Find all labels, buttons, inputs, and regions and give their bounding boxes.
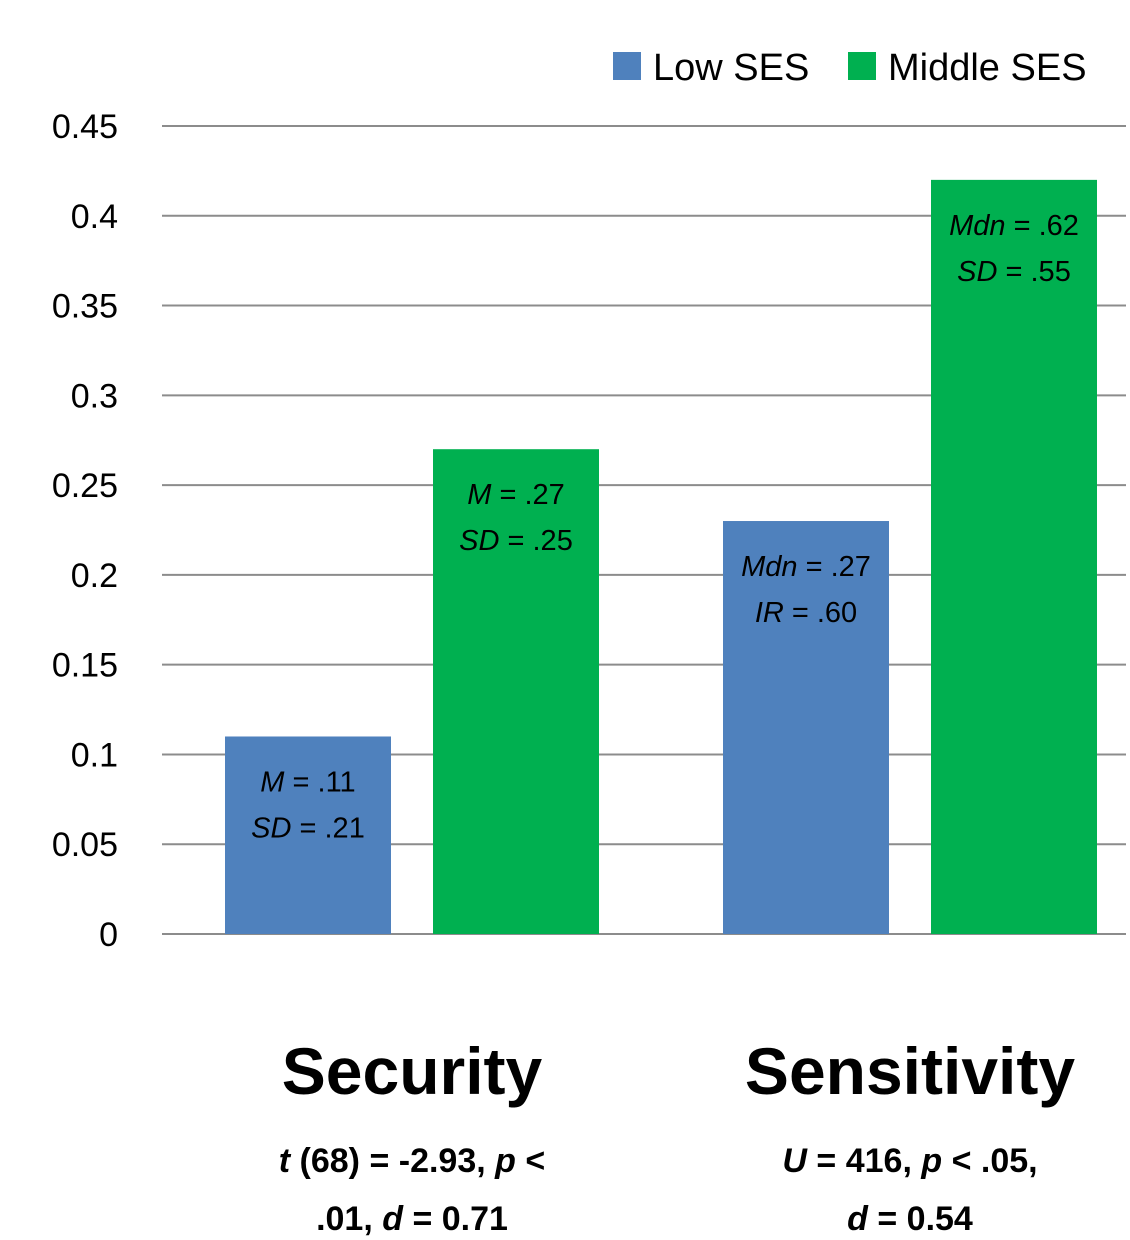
category-stat-line: U = 416, p < .05,: [782, 1142, 1037, 1180]
y-tick-label: 0.05: [52, 826, 118, 864]
stat-part: = 416,: [807, 1142, 921, 1180]
bar-label-stat-name: Mdn: [949, 210, 1005, 242]
bar-data-label: M = .11: [260, 766, 355, 798]
stat-part: = 0.54: [868, 1200, 973, 1238]
bar-label-stat-name: IR: [755, 597, 784, 629]
y-tick-label: 0: [99, 916, 118, 954]
category-stat-line: t (68) = -2.93, p <: [279, 1142, 545, 1180]
bar-label-stat-name: SD: [251, 812, 291, 844]
bar-data-label: SD = .25: [459, 525, 573, 557]
stat-part: p: [494, 1142, 516, 1180]
category-label: Sensitivity: [745, 1034, 1075, 1108]
y-tick-label: 0.4: [71, 198, 118, 236]
bar-label-stat-value: = .25: [499, 525, 572, 557]
stat-part: = 0.71: [403, 1200, 508, 1238]
stat-part: U: [782, 1142, 808, 1180]
bar-data-label: Mdn = .62: [949, 210, 1079, 242]
bars: [225, 179, 1097, 934]
stat-part: <: [516, 1142, 545, 1180]
bar-low-ses-security: [225, 736, 391, 934]
stat-part: t: [279, 1142, 292, 1180]
bar-low-ses-sensitivity: [723, 521, 889, 934]
bar-middle-ses-security: [433, 449, 599, 934]
stat-part: .01,: [316, 1200, 382, 1238]
stat-part: p: [920, 1142, 942, 1180]
bar-middle-ses-sensitivity: [931, 179, 1097, 934]
bar-label-stat-value: = .60: [784, 597, 857, 629]
legend-label: Middle SES: [888, 47, 1087, 89]
legend: Low SES Middle SES: [613, 47, 1087, 89]
y-tick-label: 0.2: [71, 557, 118, 595]
bar-label-stat-value: = .62: [1006, 210, 1079, 242]
stat-part: d: [382, 1200, 404, 1238]
bar-data-label: SD = .55: [957, 256, 1071, 288]
bar-label-stat-name: SD: [957, 256, 997, 288]
bar-labels: M = .11 SD = .21 Mdn = .27 IR = .60 M = .27 S…: [251, 210, 1079, 845]
legend-swatch: [613, 52, 641, 80]
category-label: Security: [282, 1034, 543, 1108]
stat-part: d: [847, 1200, 869, 1238]
bar-label-stat-value: = .21: [291, 812, 364, 844]
y-tick-label: 0.25: [52, 467, 118, 505]
bar-label-stat-value: = .11: [284, 766, 355, 798]
bar-data-label: Mdn = .27: [741, 551, 871, 583]
legend-label: Low SES: [653, 47, 809, 89]
bar-data-label: M = .27: [467, 479, 565, 511]
y-tick-label: 0.15: [52, 647, 118, 685]
bar-label-stat-name: M: [260, 766, 285, 798]
y-tick-label: 0.35: [52, 288, 118, 326]
bar-data-label: IR = .60: [755, 597, 857, 629]
y-tick-label: 0.3: [71, 377, 118, 415]
stat-part: < .05,: [942, 1142, 1037, 1180]
bar-label-stat-name: M: [467, 479, 492, 511]
y-tick-label: 0.1: [71, 736, 118, 774]
y-axis: 0 0.05 0.1 0.15 0.2 0.25 0.3 0.35 0.4 0.45: [52, 108, 118, 954]
stat-part: (68) = -2.93,: [290, 1142, 495, 1180]
bar-label-stat-value: = .27: [491, 479, 564, 511]
bar-label-stat-name: Mdn: [741, 551, 797, 583]
bar-label-stat-name: SD: [459, 525, 499, 557]
bar-label-stat-value: = .55: [997, 256, 1070, 288]
bar-data-label: SD = .21: [251, 812, 365, 844]
y-tick-label: 0.45: [52, 108, 118, 146]
bar-label-stat-value: = .27: [798, 551, 871, 583]
category-stat-line: d = 0.54: [847, 1200, 973, 1238]
category-stat-line: .01, d = 0.71: [316, 1200, 508, 1238]
legend-swatch: [848, 52, 876, 80]
